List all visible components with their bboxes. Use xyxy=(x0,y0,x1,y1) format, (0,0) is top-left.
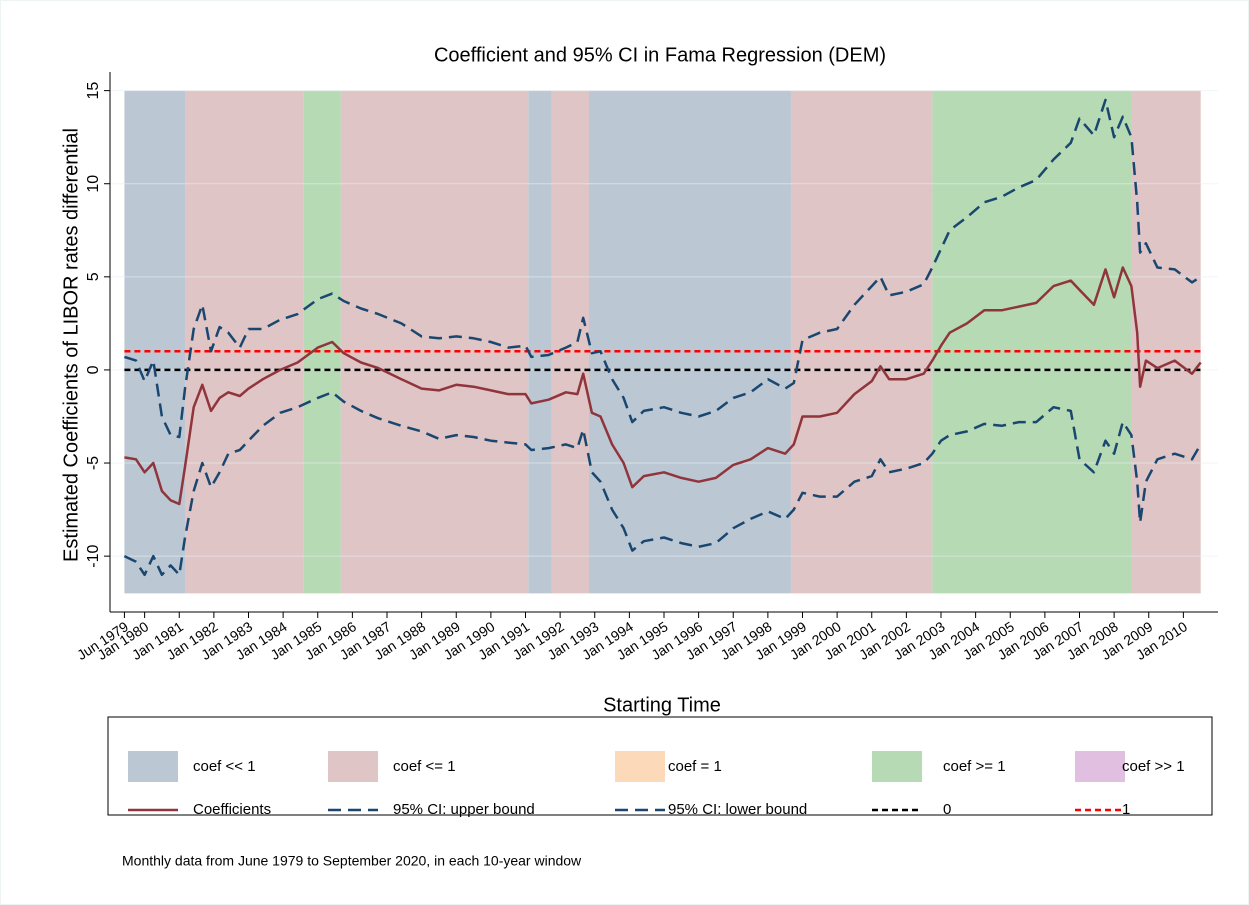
y-tick-label: 15 xyxy=(85,82,102,100)
region xyxy=(303,90,341,594)
region xyxy=(528,90,552,594)
legend-label: coef <= 1 xyxy=(393,758,456,775)
region xyxy=(124,90,186,594)
y-tick-label: -10 xyxy=(85,544,102,567)
x-axis-title: Starting Time xyxy=(603,694,721,716)
region xyxy=(551,90,589,594)
legend-label: 0 xyxy=(943,801,951,818)
legend-label: coef << 1 xyxy=(193,758,256,775)
region xyxy=(340,90,529,594)
series-line xyxy=(124,98,1202,439)
region xyxy=(932,90,1132,594)
legend-swatch xyxy=(1075,751,1125,782)
chart-title: Coefficient and 95% CI in Fama Regressio… xyxy=(434,44,886,66)
legend-label: 95% CI: upper bound xyxy=(393,801,535,818)
region xyxy=(588,90,791,594)
legend-label: coef >= 1 xyxy=(943,758,1006,775)
legend-swatch xyxy=(128,751,178,782)
legend-swatch xyxy=(615,751,665,782)
legend-label: coef = 1 xyxy=(668,758,722,775)
series-line xyxy=(124,266,1202,506)
y-tick-label: 10 xyxy=(85,175,102,193)
region xyxy=(185,90,304,594)
legend-swatch xyxy=(872,751,922,782)
y-tick-label: 0 xyxy=(85,365,102,374)
region xyxy=(790,90,933,594)
series-line xyxy=(123,391,1202,577)
note: Monthly data from June 1979 to September… xyxy=(122,853,582,869)
legend-label: 95% CI: lower bound xyxy=(668,801,807,818)
legend-label: Coefficients xyxy=(193,801,271,818)
legend-label: 1 xyxy=(1122,801,1130,818)
y-tick-label: 5 xyxy=(85,272,102,281)
y-axis-title: Estimated Coefficients of LIBOR rates di… xyxy=(60,128,82,562)
y-tick-label: -5 xyxy=(85,456,102,470)
legend-label: coef >> 1 xyxy=(1122,758,1185,775)
legend-swatch xyxy=(328,751,378,782)
